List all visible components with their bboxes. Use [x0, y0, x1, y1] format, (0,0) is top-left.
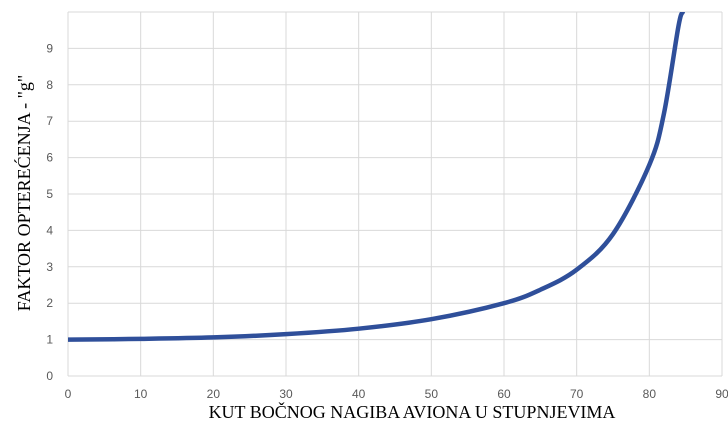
y-tick-label: 8 [46, 78, 53, 92]
x-tick-labels: 0 10 20 30 40 50 60 70 80 90 [65, 387, 728, 401]
y-tick-label: 9 [46, 41, 53, 55]
y-tick-labels: 0 1 2 3 4 5 6 7 8 9 [46, 41, 53, 383]
x-tick-label: 80 [643, 387, 657, 401]
y-tick-label: 7 [46, 114, 53, 128]
y-tick-label: 3 [46, 260, 53, 274]
y-tick-label: 0 [46, 369, 53, 383]
x-tick-label: 40 [352, 387, 366, 401]
x-tick-label: 0 [65, 387, 72, 401]
x-tick-label: 50 [425, 387, 439, 401]
y-tick-label: 1 [46, 333, 53, 347]
series-layer [68, 12, 686, 342]
y-tick-label: 4 [46, 223, 53, 237]
x-tick-label: 90 [715, 387, 728, 401]
x-tick-label: 10 [134, 387, 148, 401]
y-tick-label: 5 [46, 187, 53, 201]
y-axis-title: FAKTOR OPTEREĆENJA - "g" [13, 75, 34, 312]
y-tick-label: 6 [46, 151, 53, 165]
series-line [68, 12, 686, 342]
x-tick-label: 20 [207, 387, 221, 401]
x-tick-label: 60 [497, 387, 511, 401]
grid-lines [67, 11, 723, 377]
x-axis-title: KUT BOČNOG NAGIBA AVIONA U STUPNJEVIMA [209, 401, 616, 422]
x-tick-label: 30 [279, 387, 293, 401]
x-tick-label: 70 [570, 387, 584, 401]
y-tick-label: 2 [46, 296, 53, 310]
